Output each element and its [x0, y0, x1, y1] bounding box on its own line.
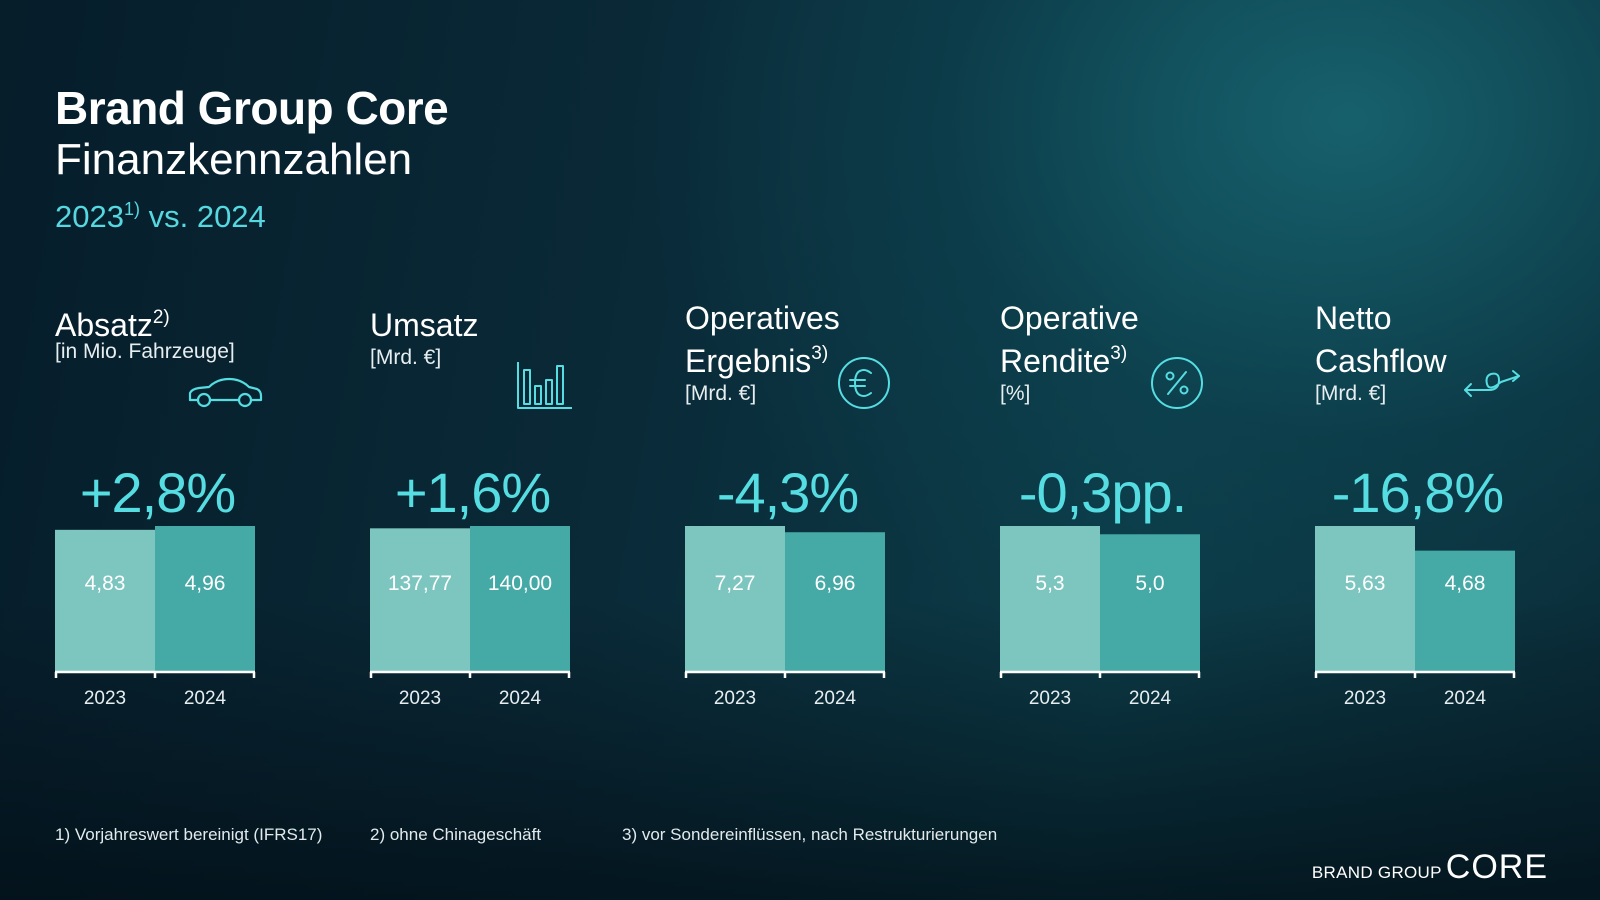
bar-2024	[785, 532, 885, 672]
bar-value-label: 4,83	[85, 572, 126, 595]
kpi-panel-operative-rendite: Operative Rendite3) [%] -0,3pp. 5,3 2023 5…	[999, 300, 1270, 750]
bar-2024	[155, 526, 255, 672]
year-footnote-marker: 1)	[123, 199, 140, 219]
kpi-panel-absatz: Absatz2) [in Mio. Fahrzeuge] +2,8% 4,83 2…	[54, 300, 325, 750]
change-value: -4,3%	[716, 461, 859, 524]
x-tick-label: 2024	[1129, 688, 1172, 709]
bar-chart: 5,63 2023 4,68 2024	[1314, 526, 1516, 709]
panel-title-text: Netto Cashflow	[1315, 300, 1447, 379]
change-value: -16,8%	[1331, 461, 1504, 524]
x-axis-baseline	[369, 670, 571, 678]
change-value: -0,3pp.	[1018, 461, 1187, 524]
x-tick-label: 2024	[814, 688, 857, 709]
panel-title-text: Umsatz	[370, 307, 479, 343]
panel-title: Netto Cashflow	[1315, 300, 1447, 379]
brand-logo-big: CORE	[1445, 848, 1548, 886]
page-subtitle: Finanzkennzahlen	[55, 135, 413, 184]
x-tick-label: 2023	[84, 688, 126, 709]
bar-2023	[55, 529, 155, 672]
kpi-panel-netto-cashflow: Netto Cashflow [Mrd. €] -16,8% 5,63 2023 4…	[1314, 300, 1585, 750]
panel-unit: [Mrd. €]	[370, 346, 442, 369]
footnote-3: 3) vor Sondereinflüssen, nach Restruktur…	[622, 825, 998, 844]
panel-title: Umsatz	[370, 300, 478, 343]
x-tick-label: 2023	[1344, 688, 1386, 709]
bar-2024	[1100, 534, 1200, 672]
bar-value-label: 5,0	[1135, 572, 1164, 595]
x-axis-baseline	[54, 670, 256, 678]
x-tick-label: 2023	[399, 688, 441, 709]
bar-2024	[1415, 550, 1515, 672]
panel-title-footnote: 3)	[811, 343, 829, 364]
x-axis-baseline	[1314, 670, 1516, 678]
euro-icon	[838, 357, 890, 409]
year-comparison: 20231) vs. 2024	[55, 191, 448, 235]
bar-value-label: 6,96	[815, 572, 856, 595]
bar-value-label: 7,27	[715, 572, 756, 595]
panel-title-footnote: 3)	[1110, 343, 1128, 364]
bar-value-label: 5,3	[1035, 572, 1064, 595]
panel-unit: [Mrd. €]	[685, 382, 757, 405]
change-value: +2,8%	[79, 461, 236, 524]
kpi-panel-operatives-ergebnis: Operatives Ergebnis3) [Mrd. €] -4,3% 7,2…	[684, 300, 955, 750]
panel-title-text: Absatz	[55, 307, 153, 343]
x-tick-label: 2024	[499, 688, 542, 709]
bar-value-label: 5,63	[1345, 572, 1386, 595]
panel-unit: [in Mio. Fahrzeuge]	[55, 340, 235, 363]
panel-unit: [%]	[1000, 382, 1031, 405]
x-axis-baseline	[684, 670, 886, 678]
brand-logo-small: BRAND GROUP	[1311, 863, 1442, 882]
bar-2023	[1315, 526, 1415, 672]
title-block: Brand Group Core Finanzkennzahlen 20231)…	[55, 82, 449, 235]
x-tick-label: 2023	[1029, 688, 1071, 709]
bar-2023	[1000, 526, 1100, 672]
panel-title-text: Operatives Ergebnis	[685, 300, 840, 379]
panel-title: Operative Rendite3)	[1000, 300, 1139, 379]
cashflow-arrows-icon	[1464, 370, 1520, 397]
year-prefix: 2023	[55, 199, 124, 234]
page-title: Brand Group Core	[55, 82, 449, 134]
brand-logo: BRAND GROUP CORE	[1312, 848, 1548, 887]
x-tick-label: 2023	[714, 688, 756, 709]
x-axis-baseline	[999, 670, 1201, 678]
footnote-1: 1) Vorjahreswert bereinigt (IFRS17)	[55, 825, 323, 844]
bar-2023	[685, 526, 785, 672]
bar-value-label: 140,00	[488, 572, 552, 595]
bar-chart: 137,77 2023 140,00 2024	[369, 526, 571, 709]
bar-value-label: 137,77	[388, 572, 452, 595]
panel-unit: [Mrd. €]	[1315, 382, 1387, 405]
car-icon	[188, 377, 263, 408]
percent-icon	[1151, 357, 1203, 409]
bar-2023	[370, 528, 470, 672]
bar-chart-icon	[517, 362, 572, 409]
kpi-panel-umsatz: Umsatz [Mrd. €] +1,6% 137,77 2023 140,00 20…	[369, 300, 640, 750]
year-suffix: vs. 2024	[139, 199, 266, 234]
bar-chart: 5,3 2023 5,0 2024	[999, 526, 1201, 709]
panel-title: Operatives Ergebnis3)	[685, 300, 840, 379]
x-tick-label: 2024	[184, 688, 227, 709]
footnote-2: 2) ohne Chinageschäft	[370, 825, 542, 844]
change-value: +1,6%	[394, 461, 551, 524]
bar-chart: 7,27 2023 6,96 2024	[684, 526, 886, 709]
bar-value-label: 4,96	[185, 572, 226, 595]
panel-title-text: Operative Rendite	[1000, 300, 1139, 379]
bar-chart: 4,83 2023 4,96 2024	[54, 526, 256, 709]
panel-title-footnote: 2)	[152, 307, 170, 328]
panel-title: Absatz2)	[55, 300, 170, 343]
bar-value-label: 4,68	[1445, 572, 1486, 595]
bar-2024	[470, 526, 570, 672]
x-tick-label: 2024	[1444, 688, 1487, 709]
